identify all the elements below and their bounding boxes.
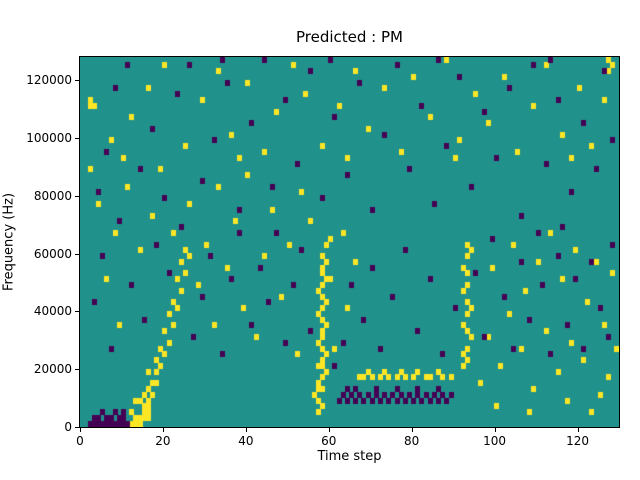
- y-tick-mark: [75, 311, 79, 313]
- x-tick-mark: [162, 428, 164, 432]
- y-tick-label: 0: [64, 420, 72, 434]
- x-tick-mark: [80, 428, 81, 432]
- y-tick-mark: [75, 195, 79, 197]
- y-tick-label: 20000: [33, 362, 72, 377]
- y-tick-label: 40000: [33, 304, 72, 319]
- y-tick-mark: [75, 80, 79, 82]
- x-tick-label: 20: [155, 434, 171, 448]
- x-tick-mark: [411, 428, 413, 432]
- y-tick-mark: [75, 253, 79, 255]
- x-axis-label: Time step: [317, 449, 382, 464]
- x-tick-mark: [328, 428, 330, 432]
- x-tick-mark: [494, 428, 496, 432]
- x-tick-label: 100: [483, 434, 507, 448]
- x-tick-label: 60: [321, 434, 337, 448]
- y-tick-label: 100000: [26, 130, 72, 145]
- x-tick-mark: [577, 428, 579, 432]
- x-tick-label: 80: [404, 434, 420, 448]
- chart-title: Predicted : PM: [296, 28, 403, 46]
- plot-area: [79, 56, 620, 428]
- y-tick-label: 80000: [33, 188, 72, 203]
- y-axis-label: Frequency (Hz): [1, 192, 17, 292]
- x-tick-mark: [245, 428, 247, 432]
- y-tick-label: 120000: [26, 73, 72, 88]
- y-tick-mark: [75, 369, 79, 371]
- y-tick-label: 60000: [33, 246, 72, 261]
- x-tick-label: 40: [238, 434, 254, 448]
- x-tick-label: 0: [76, 434, 84, 448]
- y-tick-mark: [75, 427, 79, 428]
- x-tick-label: 120: [566, 434, 589, 448]
- heatmap-canvas: [80, 57, 619, 427]
- y-tick-mark: [75, 137, 79, 139]
